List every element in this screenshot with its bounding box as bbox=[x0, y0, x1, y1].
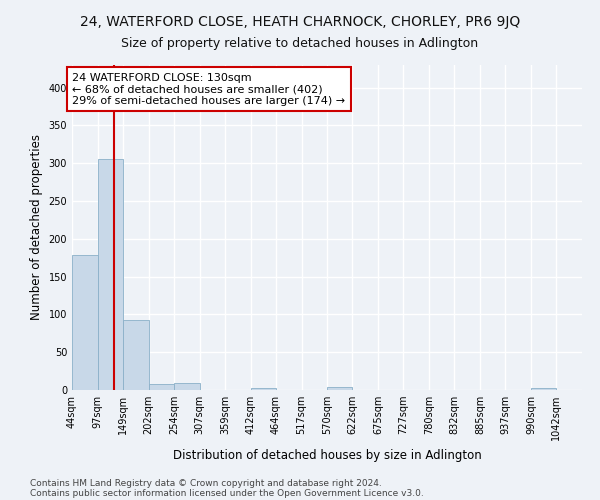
Bar bbox=[72, 256, 98, 390]
Bar bbox=[327, 387, 352, 390]
Bar bbox=[149, 384, 174, 390]
X-axis label: Distribution of detached houses by size in Adlington: Distribution of detached houses by size … bbox=[173, 448, 481, 462]
Bar bbox=[123, 320, 149, 390]
Text: Contains HM Land Registry data © Crown copyright and database right 2024.: Contains HM Land Registry data © Crown c… bbox=[30, 478, 382, 488]
Y-axis label: Number of detached properties: Number of detached properties bbox=[30, 134, 43, 320]
Text: 24 WATERFORD CLOSE: 130sqm
← 68% of detached houses are smaller (402)
29% of sem: 24 WATERFORD CLOSE: 130sqm ← 68% of deta… bbox=[73, 72, 346, 106]
Bar bbox=[174, 383, 200, 390]
Text: 24, WATERFORD CLOSE, HEATH CHARNOCK, CHORLEY, PR6 9JQ: 24, WATERFORD CLOSE, HEATH CHARNOCK, CHO… bbox=[80, 15, 520, 29]
Bar bbox=[98, 160, 123, 390]
Bar bbox=[531, 388, 556, 390]
Bar bbox=[251, 388, 276, 390]
Text: Size of property relative to detached houses in Adlington: Size of property relative to detached ho… bbox=[121, 38, 479, 51]
Text: Contains public sector information licensed under the Open Government Licence v3: Contains public sector information licen… bbox=[30, 488, 424, 498]
